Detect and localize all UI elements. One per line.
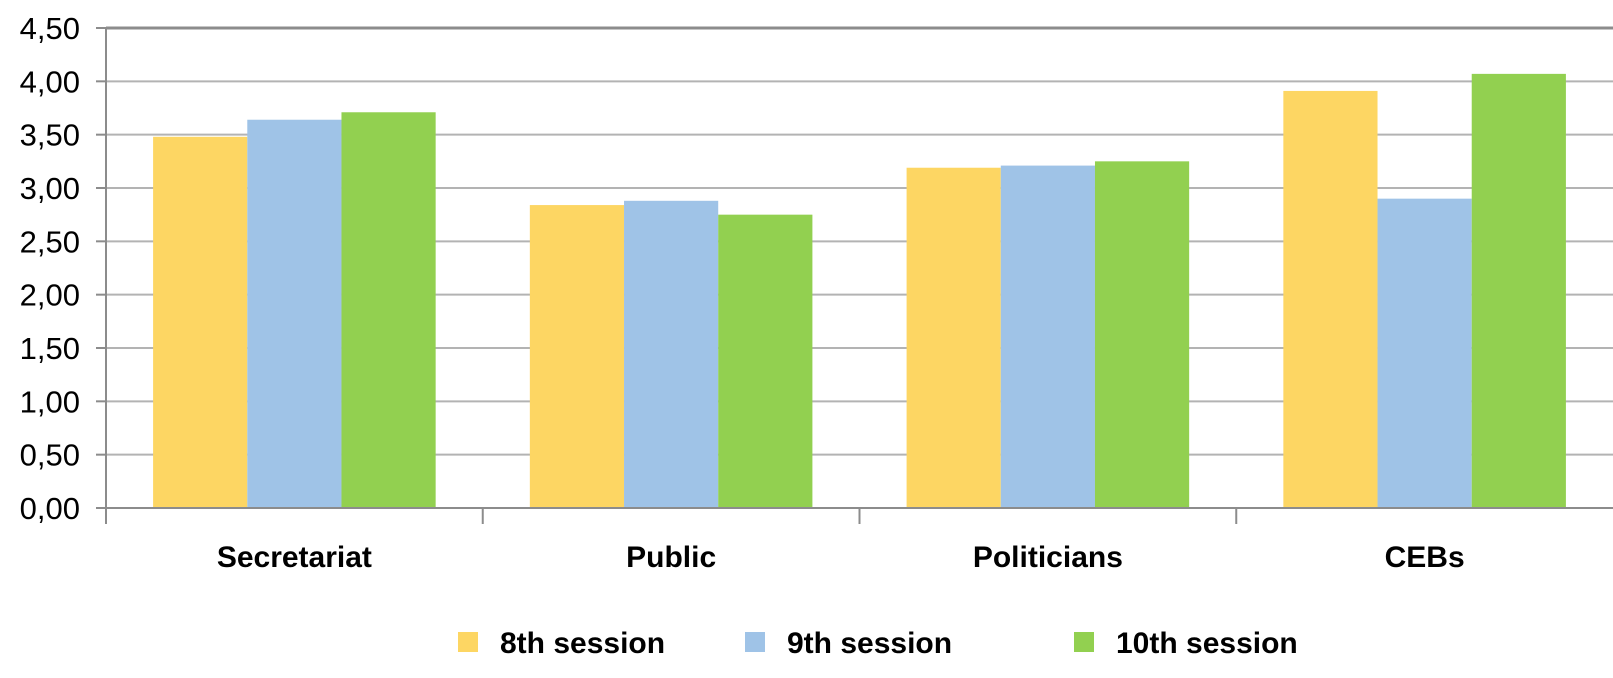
bar-public-3 xyxy=(718,214,813,508)
category-label: Politicians xyxy=(973,541,1123,574)
y-axis-tick-labels: 0,00 0,50 1,00 1,50 2,00 2,50 3,00 3,50 4,00 4,50 xyxy=(20,11,80,526)
y-tick-label: 2,00 xyxy=(20,278,80,313)
y-tick-label: 0,00 xyxy=(20,491,80,526)
bar-cebs-1 xyxy=(1283,90,1378,508)
legend-swatch xyxy=(745,632,765,652)
y-tick-label: 3,50 xyxy=(20,118,80,153)
bar-politicians-3 xyxy=(1094,161,1190,509)
legend-swatch xyxy=(458,632,478,652)
y-tick-label: 1,00 xyxy=(20,384,80,419)
bars xyxy=(153,73,1566,509)
y-tick-label: 4,00 xyxy=(20,64,80,99)
bar-public-2 xyxy=(624,200,719,509)
bar-politicians-2 xyxy=(1000,165,1095,508)
bar-secretariat-1 xyxy=(153,136,248,509)
legend-swatch xyxy=(1074,632,1094,652)
legend-label: 9th session xyxy=(787,627,952,660)
category-label: CEBs xyxy=(1385,541,1465,574)
bar-politicians-1 xyxy=(906,167,1001,508)
y-tick-label: 1,50 xyxy=(20,331,80,366)
legend-label: 8th session xyxy=(500,627,665,660)
category-labels: Secretariat Public Politicians CEBs xyxy=(217,541,1465,574)
bar-secretariat-3 xyxy=(341,112,436,509)
bar-secretariat-2 xyxy=(247,119,342,508)
y-tick-label: 2,50 xyxy=(20,224,80,259)
category-label: Secretariat xyxy=(217,541,372,574)
bar-cebs-3 xyxy=(1471,73,1566,508)
y-tick-label: 4,50 xyxy=(20,11,80,46)
bar-cebs-2 xyxy=(1377,198,1472,508)
x-axis xyxy=(105,507,1613,524)
bar-public-1 xyxy=(529,205,625,509)
legend: 8th session 9th session 10th session xyxy=(458,627,1298,660)
legend-label: 10th session xyxy=(1116,627,1298,660)
category-label: Public xyxy=(626,541,716,574)
y-tick-label: 3,00 xyxy=(20,171,80,206)
y-tick-label: 0,50 xyxy=(20,438,80,473)
